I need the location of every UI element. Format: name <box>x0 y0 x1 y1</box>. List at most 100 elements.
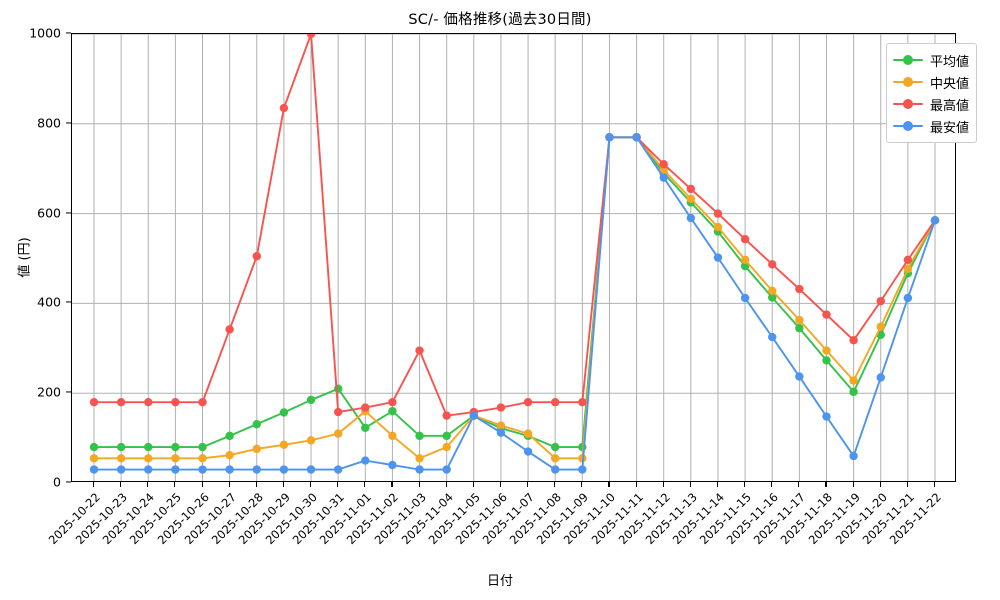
data-point <box>849 376 858 385</box>
data-point <box>442 442 451 452</box>
data-point <box>876 322 885 331</box>
data-point <box>415 465 424 474</box>
legend-label: 平均値 <box>930 54 970 70</box>
data-point <box>740 234 750 244</box>
x-axis: 2025-10-22 2025-10-23 2025-10-24 2025-10-25… <box>46 482 956 572</box>
data-point <box>198 454 207 463</box>
x-tick-mark <box>282 482 284 487</box>
x-tick-mark <box>499 482 502 487</box>
data-point <box>849 387 858 397</box>
data-point <box>388 431 397 441</box>
x-tick-mark <box>716 482 719 487</box>
y-tick-label: 0 <box>53 474 61 490</box>
legend-item-1[interactable]: 中央値 <box>893 71 969 93</box>
data-point <box>740 255 750 265</box>
data-point <box>171 454 180 463</box>
data-point <box>388 397 397 407</box>
data-point <box>225 325 234 334</box>
data-point <box>768 293 777 302</box>
data-point <box>306 34 316 39</box>
x-tick-mark <box>147 482 149 487</box>
legend-item-3[interactable]: 最安値 <box>893 115 969 137</box>
data-point <box>116 454 126 463</box>
data-point <box>333 384 343 393</box>
data-point <box>849 451 858 461</box>
data-point <box>361 456 370 465</box>
legend-swatch-icon <box>893 75 923 89</box>
data-point <box>89 465 99 474</box>
legend-label: 中央値 <box>930 76 970 92</box>
x-tick-mark <box>93 482 95 487</box>
data-point <box>523 429 533 438</box>
x-tick-mark <box>852 482 854 487</box>
y-tick-label: 200 <box>37 384 61 400</box>
x-tick-mark <box>635 482 637 487</box>
y-tick-label: 600 <box>37 205 61 221</box>
data-point <box>740 261 750 271</box>
x-tick-mark <box>798 482 800 487</box>
x-tick-mark <box>825 482 827 487</box>
data-point <box>171 465 180 474</box>
data-point <box>550 397 560 407</box>
data-point <box>415 346 424 355</box>
data-point <box>849 336 858 345</box>
data-point <box>306 436 316 445</box>
x-tick-mark <box>120 482 122 487</box>
y-tick-mark <box>66 481 71 483</box>
legend-item-0[interactable]: 平均値 <box>893 49 969 71</box>
data-point <box>388 406 397 416</box>
x-tick-mark <box>527 482 529 487</box>
data-point <box>686 213 696 223</box>
data-point <box>252 252 261 261</box>
x-tick-mark <box>554 482 556 487</box>
data-point <box>144 397 153 407</box>
x-axis-label: 日付 <box>486 574 513 589</box>
x-tick-mark <box>744 482 746 487</box>
data-point <box>795 323 804 333</box>
x-tick-mark <box>662 482 664 487</box>
series-0 <box>89 133 940 452</box>
data-point <box>116 465 126 474</box>
y-tick-mark <box>66 32 71 34</box>
data-point <box>822 310 831 319</box>
x-tick-mark <box>934 482 936 487</box>
x-tick-mark <box>906 482 908 487</box>
data-point <box>144 442 153 452</box>
x-tick-mark <box>337 482 339 487</box>
data-point <box>768 260 777 269</box>
series-3 <box>89 133 940 474</box>
x-tick-mark <box>391 482 393 487</box>
x-tick-mark <box>689 482 691 487</box>
data-point <box>144 454 153 463</box>
y-tick-mark <box>66 212 71 214</box>
data-point <box>225 465 234 474</box>
legend-item-2[interactable]: 最高値 <box>893 93 969 115</box>
x-tick-mark <box>201 482 203 487</box>
data-point <box>171 442 180 452</box>
x-tick-mark <box>445 482 447 487</box>
x-tick-mark <box>472 482 474 487</box>
legend-label: 最高値 <box>930 98 970 114</box>
page-title: SC/- 価格推移(過去30日間) <box>408 12 592 28</box>
data-point <box>333 407 343 417</box>
data-point <box>306 395 316 405</box>
data-point <box>496 421 506 430</box>
data-point <box>361 423 370 432</box>
data-point <box>225 431 234 441</box>
data-series-layer <box>89 34 940 474</box>
data-point <box>930 216 940 225</box>
x-tick-mark <box>608 482 610 487</box>
data-point <box>822 356 831 365</box>
data-point <box>795 315 804 325</box>
data-point <box>713 253 723 262</box>
data-point <box>496 428 506 437</box>
x-tick-mark <box>771 482 773 487</box>
data-point <box>388 460 397 470</box>
data-point <box>198 465 207 474</box>
x-tick-mark <box>364 482 366 487</box>
data-point <box>876 373 885 382</box>
x-tick-mark <box>310 482 312 487</box>
data-point <box>144 465 153 474</box>
data-point <box>876 296 885 306</box>
data-point <box>822 346 831 355</box>
